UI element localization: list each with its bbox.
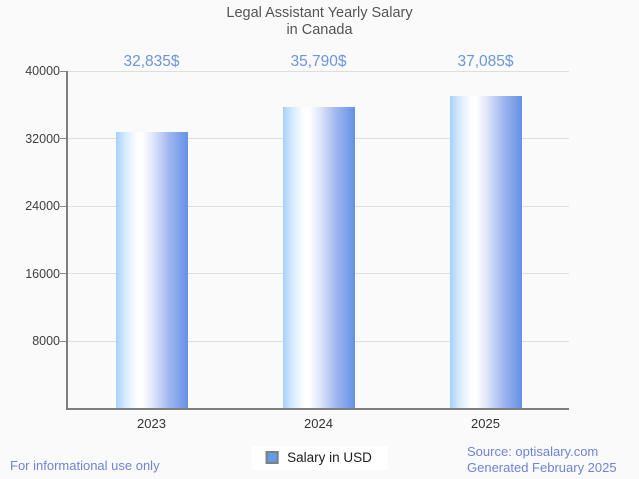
y-tick-label-32000: 32000 <box>25 131 60 146</box>
chart-title-line1: Legal Assistant Yearly Salary <box>226 5 413 21</box>
bar-2023 <box>115 131 188 409</box>
y-tick-24000 <box>60 205 67 207</box>
x-tick-label-2025: 2025 <box>471 416 500 431</box>
value-label-2025: 37,085$ <box>457 53 514 70</box>
source-text: Source: optisalary.com <box>467 444 599 459</box>
chart-title: Legal Assistant Yearly Salary in Canada <box>0 5 639 39</box>
gridline-40000 <box>68 70 569 72</box>
legend: Salary in USD <box>251 446 388 470</box>
y-tick-label-24000: 24000 <box>25 199 60 214</box>
disclaimer-text: For informational use only <box>10 458 160 473</box>
legend-swatch-icon <box>265 451 279 464</box>
y-tick-8000 <box>60 340 67 342</box>
source-info: Source: optisalary.com Generated Februar… <box>467 444 617 476</box>
chart-title-line2: in Canada <box>286 22 353 38</box>
x-axis-line <box>66 408 569 410</box>
y-axis-line <box>66 71 68 410</box>
y-tick-label-16000: 16000 <box>25 266 60 281</box>
value-label-2023: 32,835$ <box>123 53 180 70</box>
value-label-2024: 35,790$ <box>290 53 347 70</box>
y-tick-label-40000: 40000 <box>25 64 60 78</box>
x-tick-label-2024: 2024 <box>304 416 333 431</box>
x-tick-label-2023: 2023 <box>137 416 166 431</box>
generated-text: Generated February 2025 <box>467 460 617 475</box>
bar-2024 <box>282 106 355 409</box>
y-tick-40000 <box>60 70 67 72</box>
y-tick-label-8000: 8000 <box>32 334 60 349</box>
legend-label: Salary in USD <box>287 450 372 465</box>
y-tick-16000 <box>60 273 67 275</box>
y-tick-32000 <box>60 138 67 140</box>
bar-2025 <box>449 95 522 409</box>
